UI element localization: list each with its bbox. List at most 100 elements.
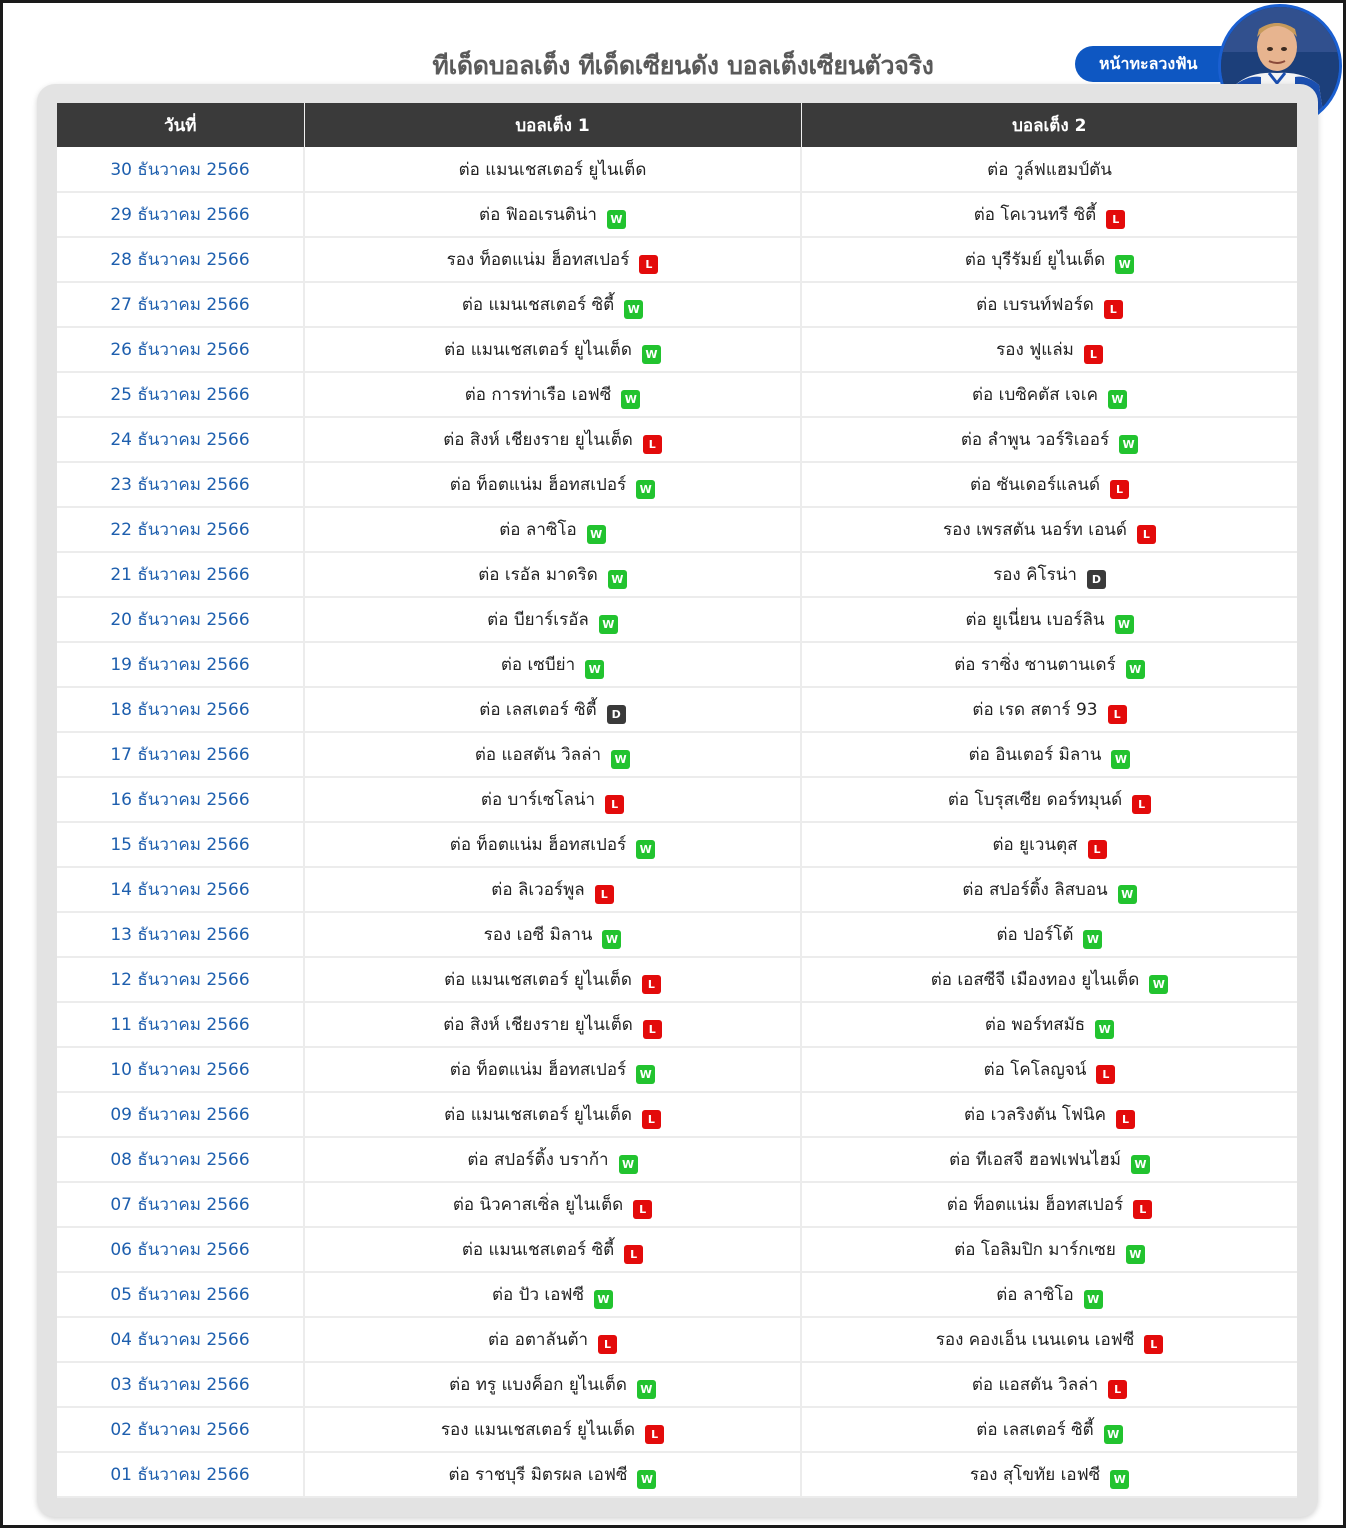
date-cell[interactable]: 30 ธันวาคม 2566 [57,147,304,193]
table-row: 27 ธันวาคม 2566 ต่อ แมนเชสเตอร์ ซิตี้ W ต่อ… [57,282,1297,328]
date-cell[interactable]: 20 ธันวาคม 2566 [57,597,304,643]
pick-2-cell: ต่อ เบรนท์ฟอร์ด L [800,282,1297,328]
pick-1-cell: รอง ท็อตแน่ม ฮ็อทสเปอร์ L [303,237,801,283]
pick-2-cell: ต่อ อินเตอร์ มิลาน W [800,732,1297,778]
pick-1-text: ต่อ ท็อตแน่ม ฮ็อทสเปอร์ [449,474,627,495]
pick-2-cell: ต่อ แอสตัน วิลล่า L [800,1362,1297,1408]
pick-1-cell: ต่อ ท็อตแน่ม ฮ็อทสเปอร์ W [303,1047,801,1093]
date-cell[interactable]: 04 ธันวาคม 2566 [57,1317,304,1363]
result-badge: L [645,1424,665,1444]
date-cell[interactable]: 18 ธันวาคม 2566 [57,687,304,733]
pick-1-text: ต่อ การท่าเรือ เอฟซี [464,384,612,405]
table-row: 03 ธันวาคม 2566 ต่อ ทรู แบงค็อก ยูไนเต็ด W… [57,1362,1297,1408]
pick-1-text: ต่อ ฟิออเรนติน่า [479,204,597,225]
result-badge: L [1110,479,1130,499]
table-row: 25 ธันวาคม 2566 ต่อ การท่าเรือ เอฟซี W ต่อ … [57,372,1297,418]
pick-2-cell: ต่อ ยูเวนตุส L [800,822,1297,868]
date-cell[interactable]: 03 ธันวาคม 2566 [57,1362,304,1408]
result-badge: W [637,1469,657,1489]
date-cell[interactable]: 01 ธันวาคม 2566 [57,1452,304,1498]
table-row: 24 ธันวาคม 2566 ต่อ สิงห์ เชียงราย ยูไนเต… [57,417,1297,463]
date-cell[interactable]: 24 ธันวาคม 2566 [57,417,304,463]
table-row: 21 ธันวาคม 2566 ต่อ เรอัล มาดริด W รอง คิโร… [57,552,1297,598]
date-cell[interactable]: 12 ธันวาคม 2566 [57,957,304,1003]
date-cell[interactable]: 21 ธันวาคม 2566 [57,552,304,598]
date-cell[interactable]: 08 ธันวาคม 2566 [57,1137,304,1183]
date-cell[interactable]: 06 ธันวาคม 2566 [57,1227,304,1273]
date-cell[interactable]: 29 ธันวาคม 2566 [57,192,304,238]
pick-1-text: ต่อ ท็อตแน่ม ฮ็อทสเปอร์ [449,834,627,855]
pick-2-cell: ต่อ ยูเนี่ยน เบอร์ลิน W [800,597,1297,643]
pick-2-cell: ต่อ ราซิ่ง ซานตานเดร์ W [800,642,1297,688]
result-badge: W [598,614,618,634]
result-badge: W [641,344,661,364]
result-badge: L [1136,524,1156,544]
pick-2-text: ต่อ ปอร์โต้ [996,924,1074,945]
pick-1-cell: ต่อ เซบีย่า W [303,642,801,688]
pick-2-cell: ต่อ โคโลญจน์ L [800,1047,1297,1093]
date-cell[interactable]: 13 ธันวาคม 2566 [57,912,304,958]
date-cell[interactable]: 25 ธันวาคม 2566 [57,372,304,418]
pick-2-text: ต่อ แอสตัน วิลล่า [971,1374,1099,1395]
date-cell[interactable]: 11 ธันวาคม 2566 [57,1002,304,1048]
pick-1-cell: ต่อ แมนเชสเตอร์ ซิตี้ L [303,1227,801,1273]
table-body: 30 ธันวาคม 2566 ต่อ แมนเชสเตอร์ ยูไนเต็ดต… [57,147,1297,1498]
pick-1-text: ต่อ แมนเชสเตอร์ ยูไนเต็ด [444,969,632,990]
pick-2-text: ต่อ ยูเวนตุส [992,834,1078,855]
result-badge: W [1149,974,1169,994]
pick-1-text: รอง แมนเชสเตอร์ ยูไนเต็ด [440,1419,636,1440]
result-badge: W [1114,614,1134,634]
pick-2-cell: รอง คิโรน่า D [800,552,1297,598]
pick-2-cell: รอง สุโขทัย เอฟซี W [800,1452,1297,1498]
date-cell[interactable]: 23 ธันวาคม 2566 [57,462,304,508]
date-cell[interactable]: 16 ธันวาคม 2566 [57,777,304,823]
pick-1-text: ต่อ แมนเชสเตอร์ ยูไนเต็ด [458,159,647,180]
result-badge: W [1083,1289,1103,1309]
pick-2-cell: ต่อ ท็อตแน่ม ฮ็อทสเปอร์ L [800,1182,1297,1228]
pick-2-cell: ต่อ วูล์ฟแฮมป์ตัน [800,147,1297,193]
pick-1-text: ต่อ แมนเชสเตอร์ ซิตี้ [461,1239,615,1260]
result-badge: L [1144,1334,1164,1354]
date-cell[interactable]: 15 ธันวาคม 2566 [57,822,304,868]
pick-2-text: รอง สุโขทัย เอฟซี [969,1464,1101,1485]
pick-1-text: ต่อ ปัว เอฟซี [492,1284,584,1305]
date-cell[interactable]: 27 ธันวาคม 2566 [57,282,304,328]
pick-2-text: ต่อ พอร์ทสมัธ [984,1014,1086,1035]
date-cell[interactable]: 19 ธันวาคม 2566 [57,642,304,688]
date-cell[interactable]: 28 ธันวาคม 2566 [57,237,304,283]
pick-2-cell: ต่อ เลสเตอร์ ซิตี้ W [800,1407,1297,1453]
pick-1-cell: ต่อ การท่าเรือ เอฟซี W [303,372,801,418]
date-cell[interactable]: 09 ธันวาคม 2566 [57,1092,304,1138]
table-row: 14 ธันวาคม 2566 ต่อ ลิเวอร์พูล L ต่อ สปอร์ต… [57,867,1297,913]
pick-1-cell: ต่อ ท็อตแน่ม ฮ็อทสเปอร์ W [303,822,801,868]
result-badge: W [636,839,656,859]
pick-2-cell: ต่อ โบรุสเซีย ดอร์ทมุนด์ L [800,777,1297,823]
pick-2-cell: ต่อ เวลริงตัน โฟนิค L [800,1092,1297,1138]
page-title: ทีเด็ดบอลเต็ง ทีเด็ดเซียนดัง บอลเต็งเซีย… [432,51,934,80]
pick-2-text: ต่อ สปอร์ติ้ง ลิสบอน [962,879,1108,900]
pick-1-cell: ต่อ เรอัล มาดริด W [303,552,801,598]
date-cell[interactable]: 10 ธันวาคม 2566 [57,1047,304,1093]
table-row: 19 ธันวาคม 2566 ต่อ เซบีย่า W ต่อ ราซิ่ง ซา… [57,642,1297,688]
result-badge: W [602,929,622,949]
pick-1-text: ต่อ ลิเวอร์พูล [491,879,585,900]
pick-1-cell: ต่อ แอสตัน วิลล่า W [303,732,801,778]
date-cell[interactable]: 02 ธันวาคม 2566 [57,1407,304,1453]
pick-1-cell: ต่อ ลาซิโอ W [303,507,801,553]
pick-1-cell: ต่อ แมนเชสเตอร์ ยูไนเต็ด W [303,327,801,373]
date-cell[interactable]: 14 ธันวาคม 2566 [57,867,304,913]
result-badge: D [1086,569,1106,589]
result-badge: W [1115,254,1135,274]
date-cell[interactable]: 17 ธันวาคม 2566 [57,732,304,778]
table-row: 07 ธันวาคม 2566 ต่อ นิวคาสเซิ่ล ยูไนเต็ด L… [57,1182,1297,1228]
result-badge: L [642,1019,662,1039]
pick-1-text: ต่อ สปอร์ติ้ง บราก้า [467,1149,609,1170]
date-cell[interactable]: 22 ธันวาคม 2566 [57,507,304,553]
pick-1-text: รอง เอซี มิลาน [483,924,593,945]
date-cell[interactable]: 05 ธันวาคม 2566 [57,1272,304,1318]
pick-2-cell: ต่อ เรด สตาร์ 93 L [800,687,1297,733]
pick-2-text: ต่อ เอสซีจี เมืองทอง ยูไนเต็ด [930,969,1140,990]
date-cell[interactable]: 07 ธันวาคม 2566 [57,1182,304,1228]
pick-1-text: ต่อ ราชบุรี มิตรผล เอฟซี [448,1464,628,1485]
date-cell[interactable]: 26 ธันวาคม 2566 [57,327,304,373]
